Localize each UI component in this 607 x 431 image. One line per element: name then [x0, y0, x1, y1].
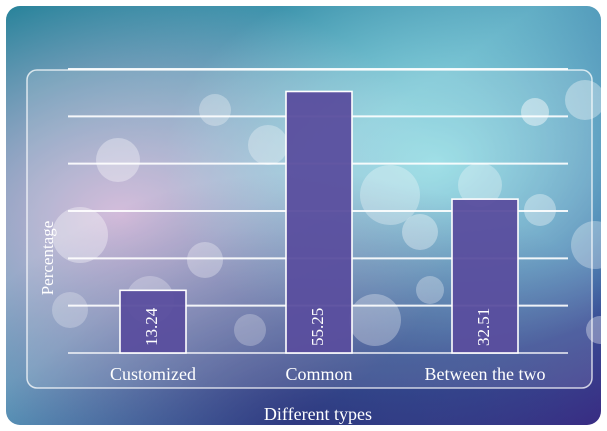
x-tick-label: Common: [285, 364, 352, 384]
x-tick-label: Customized: [110, 364, 196, 384]
bar: [119, 289, 187, 354]
bar-value-label: 32.51: [474, 308, 493, 346]
bar-value-label: 55.25: [308, 308, 327, 346]
bokeh-dots: [52, 80, 601, 346]
x-tick-labels: Customized Common Between the two: [110, 364, 545, 384]
x-axis-label: Different types: [264, 404, 372, 424]
x-tick-label: Between the two: [425, 364, 546, 384]
bar: [285, 90, 353, 354]
y-axis-label: Percentage: [38, 221, 57, 296]
bars: [119, 90, 519, 354]
value-labels: 13.24 55.25 32.51: [142, 307, 493, 346]
bar-value-label: 13.24: [142, 307, 161, 346]
bar: [451, 198, 519, 354]
